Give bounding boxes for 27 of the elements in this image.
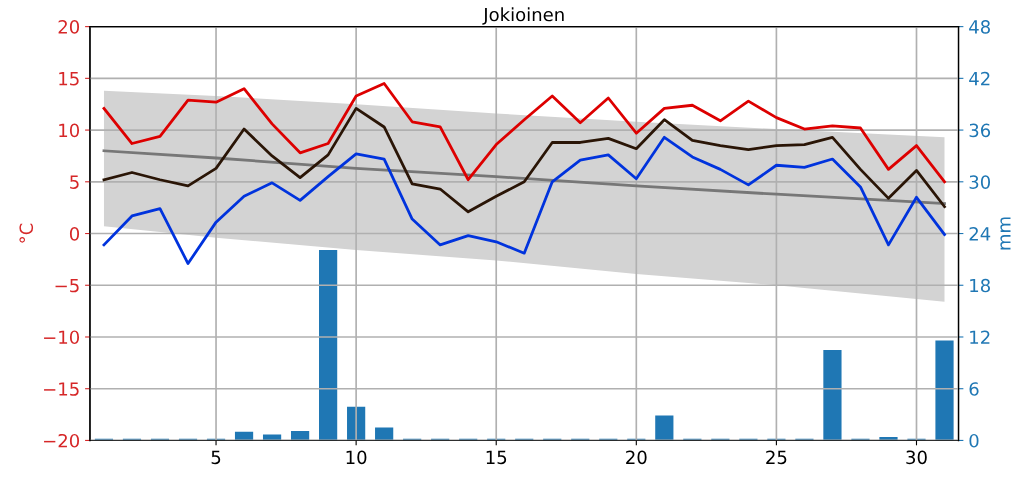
y2-tick-label: 18 (970, 278, 990, 293)
y-tick-label: −5 (55, 278, 79, 293)
y-axis-title: °C (19, 223, 34, 243)
y2-tick-label: 42 (969, 71, 990, 86)
x-tick-label: 30 (906, 450, 927, 465)
y2-tick-label: 24 (969, 226, 991, 241)
y-tick-label: −15 (44, 382, 79, 396)
y-tick-label: −10 (44, 330, 80, 345)
y2-tick-label: 0 (969, 433, 979, 448)
y-tick-label: −20 (44, 433, 80, 448)
x-tick-label: 10 (346, 450, 367, 465)
x-tick-label: 15 (486, 450, 507, 465)
x-tick-label: 25 (766, 450, 787, 465)
y-tick-label: 20 (58, 20, 80, 34)
y2-tick-label: 30 (969, 175, 991, 189)
y-tick-label: 5 (70, 175, 79, 189)
y2-tick-label: 6 (969, 382, 979, 396)
y2-tick-label: 12 (970, 330, 990, 344)
y2-tick-label: 36 (969, 123, 991, 138)
y-tick-label: 0 (69, 226, 80, 241)
y-tick-label: 15 (59, 72, 79, 86)
y-tick-label: 10 (59, 123, 80, 138)
y2-axis-title: mm (1000, 217, 1011, 250)
y2-tick-label: 48 (969, 20, 990, 34)
x-tick-label: 5 (211, 450, 221, 465)
chart-title: Jokioinen (482, 7, 564, 25)
x-tick-label: 20 (626, 450, 647, 465)
